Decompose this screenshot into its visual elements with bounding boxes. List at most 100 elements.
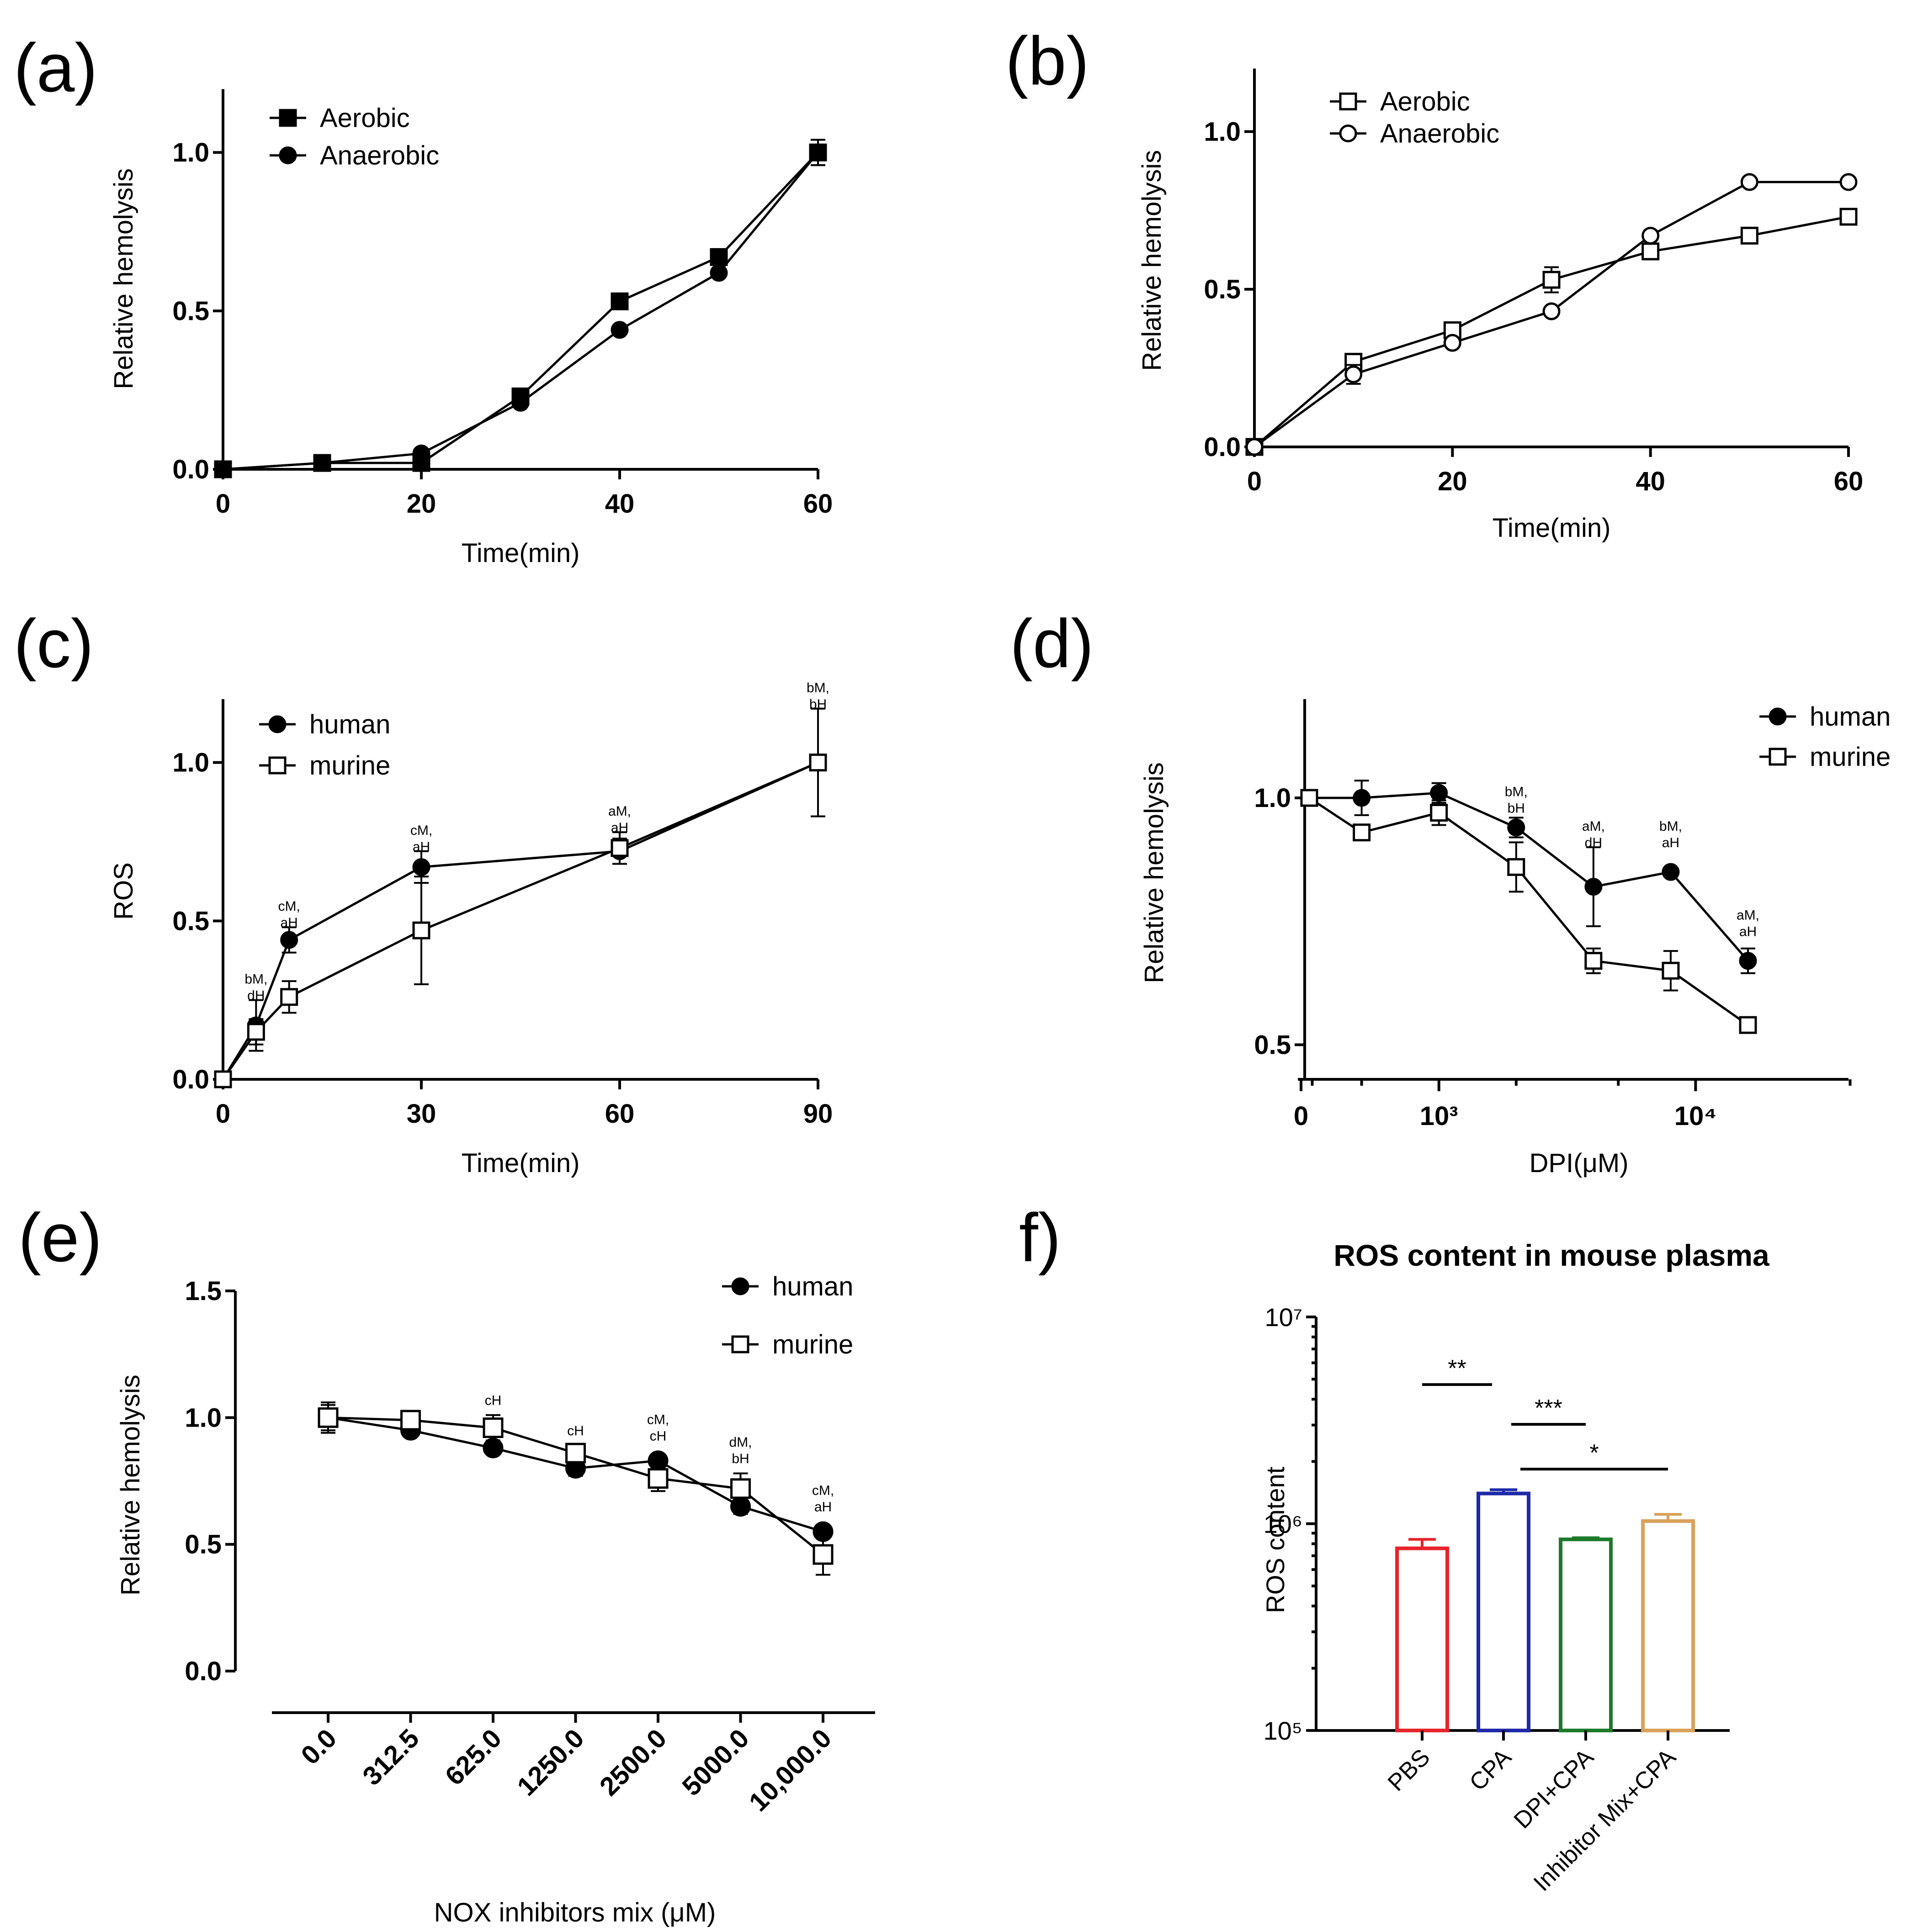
panel-c-xtick-label: 30 — [407, 1099, 436, 1129]
panel-c-legend-label: human — [309, 710, 390, 739]
panel-d-series-murine-point — [1430, 804, 1448, 822]
panel-a-series-Anaerobic-point — [313, 454, 331, 472]
panel-b-xlabel: Time(min) — [1493, 513, 1611, 543]
panel-f-ylabel: ROS content — [1261, 1466, 1290, 1613]
panel-a-series-Aerobic-point — [710, 248, 728, 266]
panel-c-annotation: dH — [247, 988, 265, 1003]
panel-b-ylabel: Relative hemolysis — [1137, 150, 1167, 371]
panel-f-bar-pbs — [1395, 1546, 1449, 1733]
panel-f-significance-label: *** — [1535, 1395, 1562, 1422]
panel-c-xtick-label: 60 — [605, 1099, 635, 1129]
panel-c-series-murine-point — [247, 1023, 265, 1041]
panel-f-ytick-label: 10⁶ — [1264, 1510, 1302, 1539]
panel-b-series-Aerobic-line — [1254, 215, 1849, 448]
panel-c-xlabel: Time(min) — [462, 1148, 580, 1178]
panel-a-ylabel: Relative hemolysis — [109, 168, 138, 389]
panel-e-legend-label: murine — [772, 1330, 853, 1359]
panel-d-ytick-label: 0.5 — [1254, 1030, 1291, 1060]
panel-e-label: (e) — [18, 1199, 102, 1276]
panel-e-series-murine-point — [730, 1478, 751, 1499]
panel-a-ytick-label: 1.0 — [172, 138, 209, 168]
panel-c-legend-marker-human — [268, 715, 287, 733]
panel-c-annotation: aH — [280, 915, 297, 930]
panel-b-series-Aerobic-point — [1542, 271, 1561, 289]
panel-f-bar-dpi-cpa — [1559, 1537, 1613, 1733]
panel-e-annotation: bH — [732, 1451, 749, 1466]
panel-f-title: ROS content in mouse plasma — [1333, 1238, 1770, 1272]
panel-b-label: (b) — [1005, 22, 1089, 99]
panel-a-ytick-label: 0.0 — [172, 455, 209, 484]
panel-d-series-human-point — [1584, 878, 1603, 896]
panel-e-series-murine-point — [483, 1417, 504, 1438]
panel-b-series-Anaerobic-point — [1542, 302, 1561, 320]
panel-a-xtick-label: 0 — [216, 489, 230, 519]
panel-e-annotation: cM, — [647, 1412, 669, 1427]
panel-e-ytick-label: 0.5 — [185, 1530, 222, 1560]
panel-e-xlabel: NOX inhibitors mix (μM) — [434, 1898, 716, 1927]
panel-a-xtick-label: 60 — [803, 489, 833, 519]
panel-a-ytick-label: 0.5 — [172, 296, 209, 326]
panel-c-series-murine-point — [214, 1070, 232, 1088]
panel-c: (c)0.00.51.00 30 60 90Time(min)ROSbM,dHcM,a… — [14, 605, 833, 1178]
panel-c-series-murine-point — [412, 921, 430, 939]
panel-f-bar-cpa — [1477, 1491, 1530, 1732]
panel-a-series-Anaerobic-point — [511, 393, 530, 412]
panel-a-series-Anaerobic-point — [412, 444, 430, 462]
panel-e-xtick-label: 625.0 — [440, 1723, 508, 1791]
panel-d-annotation: aH — [1739, 924, 1757, 939]
panel-d-ylabel: Relative hemolysis — [1139, 762, 1169, 983]
panel-b-series-Anaerobic-point — [1839, 173, 1858, 191]
panel-a-legend-marker-Aerobic — [279, 109, 297, 127]
panel-c-series-human-point — [412, 858, 430, 876]
panel-c-series-human-point — [280, 931, 298, 949]
panel-a-xlabel: Time(min) — [462, 538, 580, 568]
panel-a-legend-label: Aerobic — [320, 103, 410, 133]
panel-d-series-human-line — [1309, 791, 1749, 962]
panel-e-xtick-label: 312.5 — [357, 1723, 425, 1791]
panel-f-bar-inhibitor-mix-cpa — [1641, 1519, 1695, 1732]
panel-a-series-Anaerobic-point — [214, 460, 232, 478]
panel-f-xtick-label: Inhibitor Mix+CPA — [1529, 1744, 1681, 1896]
panel-b-legend-label: Aerobic — [1380, 87, 1470, 117]
panel-e-ylabel: Relative hemolysis — [116, 1375, 145, 1596]
panel-b-series-Aerobic-point — [1641, 242, 1660, 260]
panel-b-legend-label: Anaerobic — [1380, 119, 1499, 149]
panel-d-annotation: bM, — [1505, 785, 1528, 800]
panel-d-legend-marker-murine — [1769, 748, 1787, 766]
panel-e-ytick-label: 1.0 — [185, 1403, 222, 1433]
panel-c-annotation: bM, — [807, 680, 829, 695]
panel-c-series-human-line — [222, 761, 819, 1080]
panel-a-legend-marker-Anaerobic — [279, 146, 297, 165]
panel-d-legend-marker-human — [1769, 707, 1787, 726]
panel-b-ytick-label: 0.5 — [1204, 275, 1241, 304]
panel-a-label: (a) — [14, 29, 97, 106]
panel-d-annotation: aM, — [1582, 819, 1605, 834]
panel-d-ytick-label: 1.0 — [1254, 783, 1291, 813]
panel-c-annotation: aM, — [608, 804, 631, 819]
panel-b-legend-marker-Anaerobic — [1339, 124, 1357, 143]
panel-c-ytick-label: 0.5 — [172, 906, 209, 936]
panel-b-xtick-label: 60 — [1834, 467, 1864, 496]
panel-d-label: (d) — [1010, 605, 1094, 682]
panel-c-series-murine-line — [222, 761, 818, 1080]
panel-d-xlabel: DPI(μM) — [1529, 1148, 1628, 1178]
panel-e-xtick-label: 10,000.0 — [744, 1723, 838, 1817]
panel-d-series-murine-point — [1739, 1016, 1757, 1034]
panel-b: (b) 0.0 0.5 1.0 0 20 40 60 Time(min) Relative hem… — [1005, 22, 1863, 543]
panel-c-annotation: aH — [413, 839, 430, 855]
panel-c-annotation: cM, — [410, 823, 432, 838]
panel-d-series-human-point — [1739, 952, 1757, 970]
panel-b-series-Aerobic-point — [1740, 227, 1758, 245]
panel-e-legend-label: human — [772, 1272, 853, 1301]
panel-d-xtick-label: 0 — [1294, 1101, 1308, 1131]
panel-c-xtick-label: 0 — [216, 1099, 230, 1129]
panel-c-series-murine-point — [611, 839, 629, 857]
panel-e-ytick-label: 1.5 — [185, 1276, 222, 1306]
panel-d-series-human-point — [1430, 784, 1448, 802]
panel-c-series-murine-point — [280, 988, 298, 1006]
panel-a-legend-label: Anaerobic — [320, 141, 439, 170]
panel-d-annotation: aM, — [1737, 908, 1759, 923]
panel-d-annotation: dH — [1585, 835, 1602, 850]
panel-e-series-murine-point — [813, 1544, 834, 1565]
